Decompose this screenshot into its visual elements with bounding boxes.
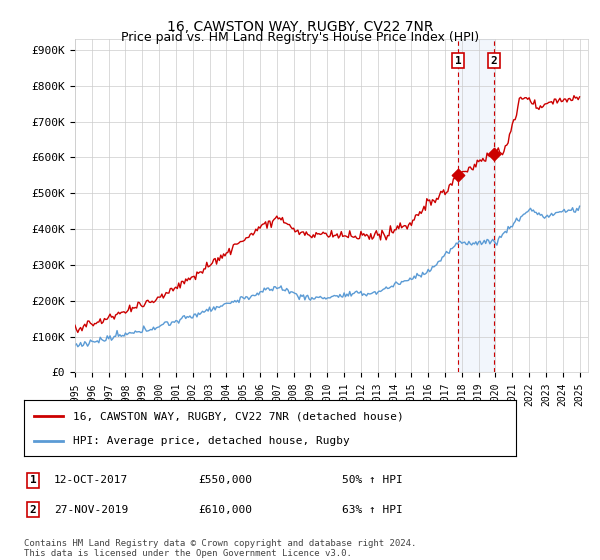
Text: HPI: Average price, detached house, Rugby: HPI: Average price, detached house, Rugb…: [73, 436, 350, 446]
Text: 2: 2: [29, 505, 37, 515]
Bar: [458, 39, 494, 372]
Text: £550,000: £550,000: [198, 475, 252, 486]
Text: 63% ↑ HPI: 63% ↑ HPI: [342, 505, 403, 515]
Text: 1: 1: [29, 475, 37, 486]
Text: 27-NOV-2019: 27-NOV-2019: [54, 505, 128, 515]
Text: 12-OCT-2017: 12-OCT-2017: [54, 475, 128, 486]
Point: [454, 171, 463, 180]
Text: 16, CAWSTON WAY, RUGBY, CV22 7NR: 16, CAWSTON WAY, RUGBY, CV22 7NR: [167, 20, 433, 34]
Point: [489, 150, 499, 158]
Text: 1: 1: [455, 55, 461, 66]
Text: £610,000: £610,000: [198, 505, 252, 515]
Text: 50% ↑ HPI: 50% ↑ HPI: [342, 475, 403, 486]
Text: Price paid vs. HM Land Registry's House Price Index (HPI): Price paid vs. HM Land Registry's House …: [121, 31, 479, 44]
Text: 16, CAWSTON WAY, RUGBY, CV22 7NR (detached house): 16, CAWSTON WAY, RUGBY, CV22 7NR (detach…: [73, 411, 404, 421]
Text: 2: 2: [490, 55, 497, 66]
Text: Contains HM Land Registry data © Crown copyright and database right 2024.
This d: Contains HM Land Registry data © Crown c…: [24, 539, 416, 558]
